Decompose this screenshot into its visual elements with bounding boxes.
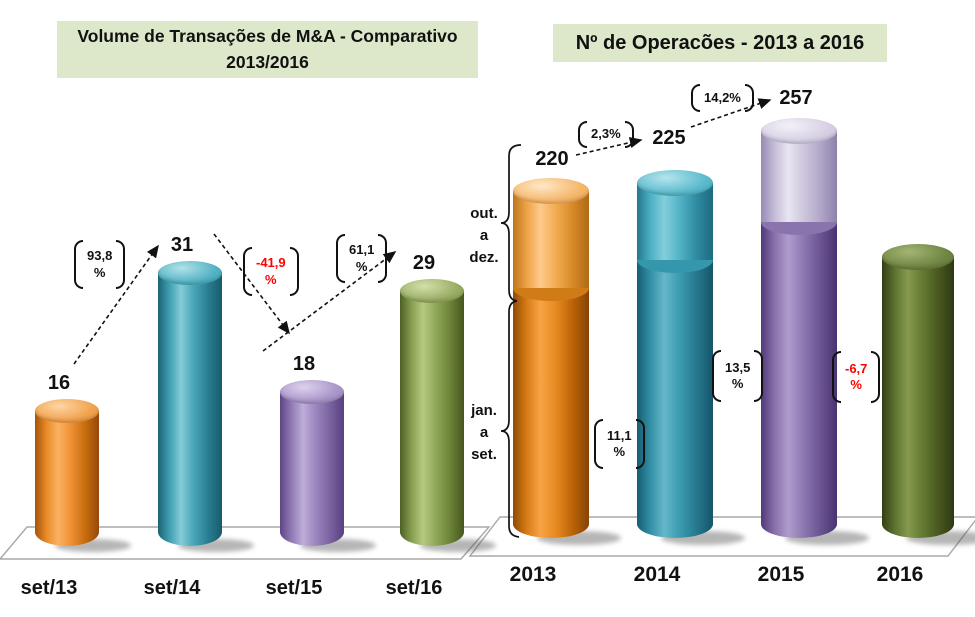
year-label: 2016	[876, 563, 924, 586]
pct-annotation-14-2: 14,2%	[691, 84, 754, 112]
pct-annotation-minus-41-9: -41,9 %	[243, 247, 299, 296]
cylinder-cap	[761, 117, 837, 144]
cylinder-segment	[35, 410, 99, 546]
bracket-left-icon	[243, 247, 252, 296]
cylinder-bar-set-13	[35, 398, 99, 546]
cylinder-segment	[637, 260, 713, 538]
pct-annotation-minus-6-7: -6,7 %	[832, 351, 881, 403]
bracket-left-icon	[691, 84, 700, 112]
bar-category-label: set/13	[20, 577, 78, 599]
cylinder-cap	[513, 178, 589, 205]
pct-annotation-61-1: 61,1 %	[336, 234, 388, 283]
bracket-left-icon	[74, 240, 83, 289]
total-label-2014: 225	[652, 127, 686, 149]
total-label-2013: 220	[535, 148, 569, 170]
bracket-left-icon	[578, 121, 587, 148]
bracket-right-icon	[378, 234, 388, 283]
cylinder-segment	[400, 291, 464, 546]
cylinder-cap	[882, 243, 954, 270]
cylinder-bar-set-16	[400, 279, 464, 546]
bar-value-label: 16	[47, 371, 71, 394]
cylinder-segment	[280, 392, 344, 546]
bracket-right-icon	[635, 419, 645, 469]
bracket-left-icon	[832, 351, 841, 403]
bar-category-label: set/16	[385, 577, 443, 599]
cylinder-bar-2015	[761, 117, 837, 538]
cylinder-cap	[35, 398, 99, 423]
bracket-right-icon	[289, 247, 299, 296]
cylinder-bar-2013	[513, 178, 589, 538]
cylinder-cap	[280, 380, 344, 405]
period-label-jan-set: jan. a set.	[471, 402, 497, 463]
bar-value-label: 31	[170, 233, 194, 256]
cylinder-cap	[637, 170, 713, 197]
bracket-right-icon	[871, 351, 881, 403]
bracket-right-icon	[744, 84, 754, 112]
cylinder-seam	[637, 247, 713, 274]
cylinder-bar-2014	[637, 170, 713, 538]
pct-annotation-11-1: 11,1 %	[594, 419, 645, 469]
bracket-right-icon	[624, 121, 634, 148]
left-chart-title: Volume de Transações de M&A - Comparativ…	[57, 21, 478, 78]
bar-value-label: 29	[412, 252, 436, 275]
cylinder-bar-2016	[882, 243, 954, 538]
cylinder-segment	[761, 130, 837, 223]
cylinder-cap	[400, 279, 464, 304]
total-label-2015: 257	[779, 87, 813, 109]
cylinder-seam	[761, 209, 837, 236]
year-label: 2013	[509, 563, 557, 586]
cylinder-segment	[882, 256, 954, 538]
right-chart-title: Nº de Operacões - 2013 a 2016	[553, 24, 887, 62]
bar-category-label: set/15	[265, 577, 323, 599]
cylinder-bar-set-14	[158, 260, 222, 546]
bar-category-label: set/14	[143, 577, 201, 599]
bracket-left-icon	[712, 350, 721, 402]
year-label: 2015	[757, 563, 805, 586]
bracket-left-icon	[336, 234, 345, 283]
cylinder-segment	[513, 191, 589, 288]
bracket-left-icon	[594, 419, 603, 469]
bracket-right-icon	[754, 350, 764, 402]
bar-value-label: 18	[292, 353, 316, 376]
cylinder-seam	[513, 274, 589, 301]
pct-annotation-2-3: 2,3%	[578, 121, 634, 148]
cylinder-bar-set-15	[280, 380, 344, 546]
cylinder-segment	[513, 287, 589, 538]
bracket-right-icon	[116, 240, 126, 289]
cylinder-segment	[158, 272, 222, 546]
period-label-oct-dec: out. a dez.	[469, 205, 499, 266]
pct-annotation-13-5: 13,5 %	[712, 350, 764, 402]
pct-annotation-93-8: 93,8 %	[74, 240, 126, 289]
cylinder-cap	[158, 260, 222, 285]
year-label: 2014	[633, 563, 681, 586]
cylinder-segment	[761, 222, 837, 538]
